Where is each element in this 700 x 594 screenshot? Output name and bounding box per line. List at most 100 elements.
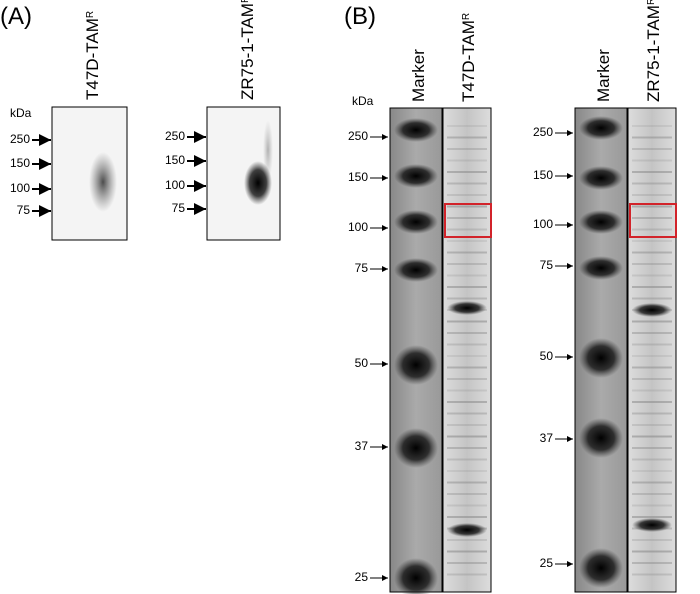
sample-band (632, 401, 672, 403)
sample-band (447, 355, 487, 357)
unit-label: kDa (352, 94, 374, 108)
sample-band (632, 303, 672, 317)
marker-label: 75 (17, 203, 31, 217)
sample-band (447, 458, 487, 461)
lane-label: T47D-TAMR (83, 11, 102, 100)
marker-band (579, 256, 623, 280)
panel-label: (B) (344, 3, 376, 30)
sample-band (447, 274, 487, 277)
marker-band (394, 164, 438, 188)
marker-label: 50 (355, 356, 369, 370)
marker-band (394, 258, 438, 282)
sample-band (632, 424, 672, 426)
superscript: R (85, 11, 96, 18)
marker-label: 100 (348, 220, 368, 234)
sample-band (447, 240, 487, 242)
superscript: R (240, 0, 251, 3)
sample-band (447, 562, 487, 564)
sample-band (632, 447, 672, 449)
marker-label: 150 (348, 170, 368, 184)
sample-band (632, 182, 672, 185)
sample-band (632, 539, 672, 541)
sample-band (632, 171, 672, 173)
sample-band (447, 504, 487, 507)
sample-band (447, 343, 487, 346)
superscript: R (646, 0, 657, 5)
sample-band (447, 516, 487, 518)
sample-lane (442, 107, 492, 593)
marker-band (579, 210, 623, 234)
sample-band (632, 148, 672, 150)
lane-label: ZR75-1-TAMR (644, 0, 663, 102)
superscript: R (461, 13, 472, 20)
sample-band (632, 573, 672, 576)
smear (263, 120, 273, 180)
marker-band (394, 118, 438, 142)
marker-label: 37 (540, 431, 554, 445)
marker-band (394, 428, 438, 468)
sample-band (447, 573, 487, 576)
sample-band (632, 217, 672, 219)
marker-label: 37 (355, 439, 369, 453)
marker-label: 100 (10, 181, 30, 195)
sample-lane (627, 107, 677, 593)
sample-band (632, 518, 672, 532)
sample-band (447, 171, 487, 173)
marker-band (579, 116, 623, 140)
sample-band (632, 516, 672, 518)
lane-label: Marker (594, 49, 613, 102)
sample-band (632, 228, 672, 231)
marker-label: 150 (165, 153, 185, 167)
marker-band (394, 345, 438, 385)
sample-band (632, 550, 672, 553)
marker-label: 75 (540, 258, 554, 272)
band (89, 152, 117, 212)
lane-name: Marker (594, 49, 613, 102)
sample-band (447, 470, 487, 472)
sample-band (632, 136, 672, 139)
sample-band (632, 251, 672, 254)
sample-band (447, 286, 487, 288)
marker-band (579, 338, 623, 378)
marker-label: 250 (165, 129, 185, 143)
sample-band (632, 320, 672, 323)
panel-label: (A) (0, 3, 32, 30)
lane-label: T47D-TAMR (459, 13, 478, 102)
marker-label: 150 (533, 168, 553, 182)
lane-label: Marker (409, 49, 428, 102)
sample-band (632, 125, 672, 127)
sample-band (447, 539, 487, 541)
sample-band (447, 125, 487, 127)
unit-label: kDa (10, 106, 32, 120)
sample-band (447, 447, 487, 449)
sample-band (447, 366, 487, 369)
sample-band (447, 301, 487, 315)
marker-label: 50 (540, 349, 554, 363)
sample-band (632, 205, 672, 208)
sample-band (632, 286, 672, 288)
sample-band (632, 343, 672, 346)
sample-band (447, 424, 487, 426)
sample-band (632, 412, 672, 415)
sample-band (447, 550, 487, 553)
lane-name: ZR75-1-TAM (644, 5, 663, 102)
sample-band (447, 320, 487, 323)
marker-label: 250 (533, 125, 553, 139)
sample-band (632, 562, 672, 564)
sample-band (632, 366, 672, 369)
marker-band (579, 548, 623, 588)
sample-band (447, 435, 487, 438)
sample-band (632, 504, 672, 507)
highlight-box (444, 203, 492, 238)
sample-band (447, 481, 487, 484)
sample-band (632, 263, 672, 265)
marker-band (579, 166, 623, 190)
sample-band (447, 194, 487, 196)
sample-band (447, 412, 487, 415)
marker-label: 250 (10, 132, 30, 146)
marker-label: 25 (540, 556, 554, 570)
sample-band (447, 159, 487, 162)
sample-band (447, 401, 487, 403)
lane-name: ZR75-1-TAM (238, 3, 257, 100)
